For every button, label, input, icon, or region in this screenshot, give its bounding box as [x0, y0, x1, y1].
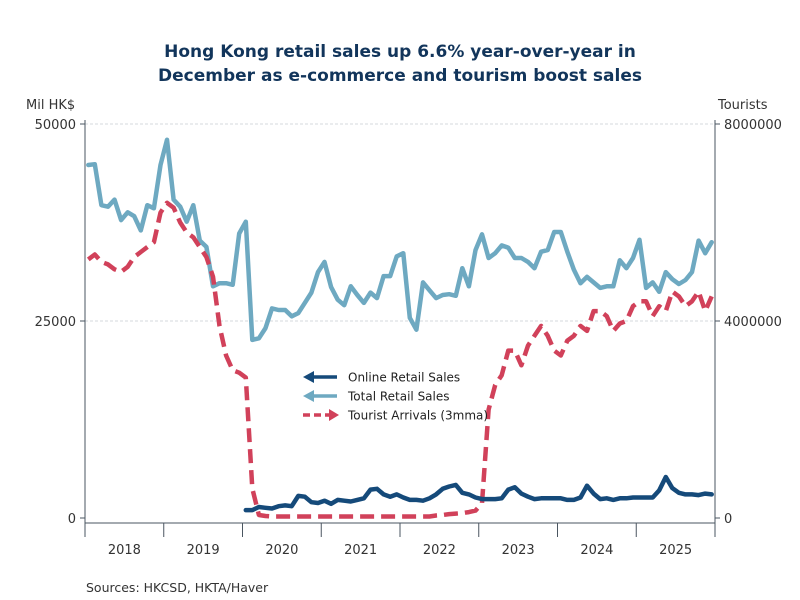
chart-title: Hong Kong retail sales up 6.6% year-over… [0, 40, 800, 88]
x-tick-label: 2025 [659, 543, 692, 558]
legend-arrow-icon [303, 371, 314, 383]
left-tick-label: 25000 [35, 315, 76, 330]
series-group [86, 137, 714, 519]
axes: 0 25000 50000 0 4000000 8000000 2018 2019 2020 20… [35, 118, 782, 558]
legend-item: Online Retail Sales [303, 371, 460, 385]
x-tick-label: 2018 [108, 543, 141, 558]
legend-label: Online Retail Sales [348, 371, 460, 385]
right-tick-label: 8000000 [724, 118, 782, 133]
chart-title-line-2: December as e-commerce and tourism boost… [158, 66, 642, 86]
series-line-online-retail-sales [243, 474, 714, 513]
x-tick-label: 2019 [187, 543, 220, 558]
legend-item: Total Retail Sales [303, 390, 450, 404]
series-line-total-retail-sales [86, 137, 714, 343]
legend-label: Total Retail Sales [347, 390, 450, 404]
x-tick-label: 2023 [502, 543, 535, 558]
legend-arrow-icon [329, 409, 339, 421]
x-tick-label: 2024 [580, 543, 613, 558]
series-line-tourist-arrivals-3mma [86, 200, 714, 519]
x-tick-label: 2020 [265, 543, 298, 558]
left-tick-label: 50000 [35, 118, 76, 133]
legend: Online Retail Sales Total Retail Sales Tou… [303, 371, 488, 423]
legend-item: Tourist Arrivals (3mma) [303, 409, 488, 423]
x-tick-label: 2022 [423, 543, 456, 558]
left-tick-label: 0 [68, 512, 76, 527]
x-tick-label: 2021 [344, 543, 377, 558]
left-axis-label: Mil HK$ [26, 98, 76, 113]
legend-label: Tourist Arrivals (3mma) [347, 409, 488, 423]
right-axis-label: Tourists [718, 98, 768, 113]
right-tick-label: 0 [724, 512, 732, 527]
chart-title-line-1: Hong Kong retail sales up 6.6% year-over… [164, 42, 636, 62]
right-tick-label: 4000000 [724, 315, 782, 330]
legend-arrow-icon [303, 390, 314, 402]
source-note: Sources: HKCSD, HKTA/Haver [86, 580, 269, 595]
